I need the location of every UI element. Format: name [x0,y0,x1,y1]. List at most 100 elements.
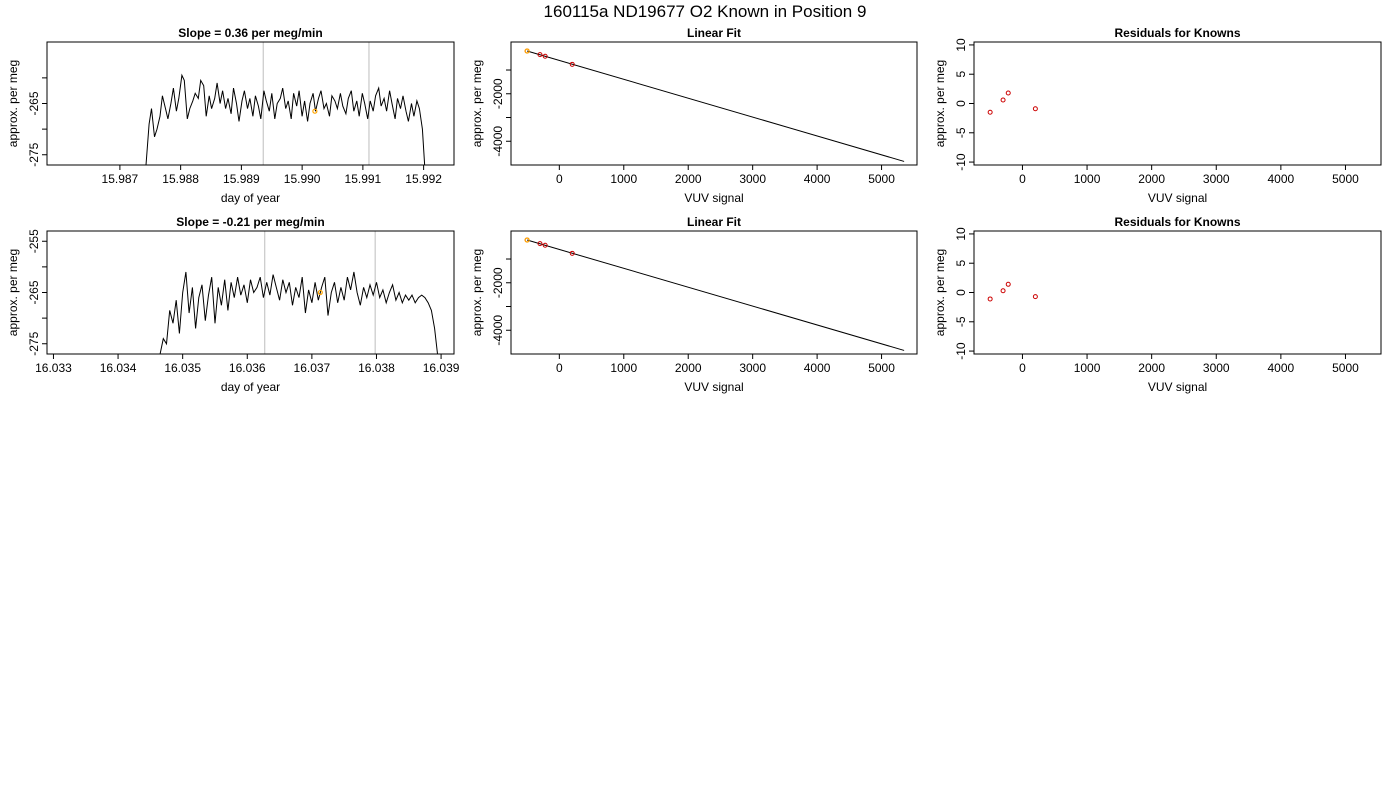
data-point [569,61,575,67]
x-tick-label: 5000 [868,172,895,186]
y-tick-label: 5 [954,260,968,267]
plot-area [987,90,1038,115]
highlight-point [317,289,323,296]
figure-title: 160115a ND19677 O2 Known in Position 9 [544,2,867,21]
panel-title: Residuals for Knowns [1114,26,1240,40]
x-tick-label: 5000 [868,361,895,375]
panel-3: Residuals for Knowns VUV signal approx. pe… [933,26,1382,205]
plot-area [524,237,905,351]
data-point [1032,106,1038,112]
y-tick-label: -4000 [491,126,505,157]
y-axis-label: approx. per meg [470,60,484,147]
panel-title: Linear Fit [687,215,741,229]
x-tick-label: 16.034 [100,361,137,375]
plot-area [987,281,1038,302]
y-tick-label: -265 [27,280,41,304]
y-axis-label: approx. per meg [470,249,484,336]
x-axis-label: day of year [221,191,280,205]
y-tick-label: -255 [27,229,41,253]
x-tick-label: 3000 [1203,172,1230,186]
y-axis-label: approx. per meg [6,60,20,147]
x-tick-label: 3000 [739,172,766,186]
x-tick-label: 4000 [1268,361,1295,375]
y-tick-label: -2000 [491,267,505,298]
x-tick-label: 15.992 [405,172,442,186]
panel-frame [510,41,918,166]
x-tick-label: 15.991 [345,172,382,186]
x-tick-label: 4000 [1268,172,1295,186]
panel-title: Residuals for Knowns [1114,215,1240,229]
data-point [1000,97,1006,103]
data-point [542,242,548,248]
fit-line [526,239,905,351]
panel-4: Slope = -0.21 per meg/min day of year appr… [6,215,460,394]
panel-1: Slope = 0.36 per meg/min day of year appro… [6,26,455,205]
y-tick-label: -265 [27,91,41,115]
panel-2: Linear Fit VUV signal approx. per meg 0 1000… [470,26,918,205]
highlight-point [312,108,318,114]
panel-frame [510,230,918,355]
panel-6: Residuals for Knowns VUV signal approx. pe… [933,215,1382,394]
x-tick-label: 0 [1019,172,1026,186]
x-tick-label: 15.987 [102,172,139,186]
x-tick-label: 15.990 [284,172,321,186]
y-tick-label: -275 [27,142,41,166]
x-tick-label: 16.038 [358,361,395,375]
y-tick-label: -10 [954,342,968,360]
data-point [569,250,575,256]
x-tick-label: 3000 [739,361,766,375]
plot-area [145,42,426,165]
x-tick-label: 2000 [675,172,702,186]
y-axis-label: approx. per meg [6,249,20,336]
x-axis-label: VUV signal [1148,191,1207,205]
data-point [1032,294,1038,300]
x-tick-label: 4000 [804,172,831,186]
y-tick-label: -2000 [491,78,505,109]
data-point [542,53,548,59]
x-tick-label: 2000 [675,361,702,375]
x-tick-label: 0 [556,361,563,375]
data-point [1005,90,1011,96]
x-axis-label: VUV signal [684,380,743,394]
y-tick-label: -10 [954,153,968,171]
x-tick-label: 5000 [1332,172,1359,186]
x-tick-label: 0 [556,172,563,186]
highlight-point [524,48,530,54]
y-tick-label: -5 [954,316,968,327]
x-tick-label: 1000 [1074,361,1101,375]
x-tick-label: 1000 [610,172,637,186]
y-tick-label: 0 [954,289,968,296]
data-point [537,241,543,247]
x-tick-label: 16.033 [35,361,72,375]
x-axis-label: VUV signal [684,191,743,205]
plot-area [159,231,439,354]
x-tick-label: 1000 [1074,172,1101,186]
y-tick-label: -5 [954,127,968,138]
panel-title: Slope = -0.21 per meg/min [176,215,324,229]
panel-title: Slope = 0.36 per meg/min [178,26,322,40]
panel-5: Linear Fit VUV signal approx. per meg 0 1000… [470,215,918,394]
data-series-line [145,73,426,165]
x-tick-label: 15.988 [162,172,199,186]
x-tick-label: 16.037 [294,361,331,375]
fit-line [526,50,905,162]
y-tick-label: 5 [954,71,968,78]
data-series-line [159,271,439,354]
data-point [537,52,543,58]
x-tick-label: 2000 [1138,172,1165,186]
x-tick-label: 1000 [610,361,637,375]
x-axis-label: VUV signal [1148,380,1207,394]
x-tick-label: 0 [1019,361,1026,375]
x-axis-label: day of year [221,380,280,394]
data-point [987,296,993,302]
y-tick-label: 10 [954,38,968,52]
x-tick-label: 16.035 [164,361,201,375]
y-tick-label: -275 [27,331,41,355]
y-axis-label: approx. per meg [933,249,947,336]
x-tick-label: 3000 [1203,361,1230,375]
y-tick-label: -4000 [491,315,505,346]
y-axis-label: approx. per meg [933,60,947,147]
x-tick-label: 16.036 [229,361,266,375]
